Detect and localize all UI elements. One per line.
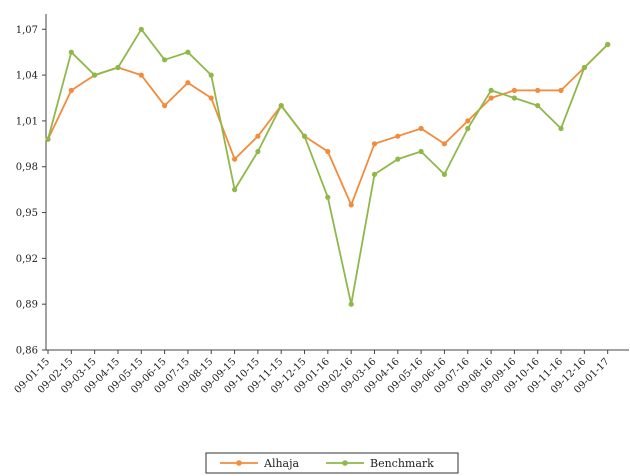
- data-point: [348, 202, 354, 208]
- data-point: [441, 171, 447, 177]
- data-point: [511, 87, 517, 93]
- data-point: [232, 156, 238, 162]
- y-tick-label: 1,01: [16, 116, 38, 127]
- data-point: [348, 301, 354, 307]
- series-alhaja: [45, 41, 611, 208]
- data-point: [395, 156, 401, 162]
- y-tick-label: 1,04: [16, 71, 38, 82]
- data-point: [68, 87, 74, 93]
- y-tick-label: 0,86: [16, 346, 38, 357]
- series-line: [47, 28, 609, 306]
- data-point: [45, 136, 51, 142]
- data-point: [371, 141, 378, 147]
- data-point: [488, 95, 494, 101]
- chart-legend: Alhaja Benchmark: [205, 452, 459, 474]
- data-point: [162, 57, 168, 63]
- data-point: [138, 26, 144, 32]
- data-point: [325, 194, 331, 200]
- data-point: [162, 103, 168, 109]
- data-point: [418, 125, 424, 132]
- data-point: [278, 103, 284, 109]
- legend-label: Benchmark: [370, 457, 434, 470]
- series-benchmark: [45, 26, 611, 307]
- data-point: [605, 41, 611, 48]
- series-line: [47, 43, 609, 206]
- data-point: [301, 133, 308, 139]
- chart-series: [45, 26, 611, 307]
- y-tick-label: 0,89: [16, 300, 38, 311]
- data-point: [511, 95, 517, 101]
- data-point: [465, 118, 471, 124]
- y-tick-label: 0,92: [16, 254, 38, 265]
- data-point: [232, 187, 238, 193]
- data-point: [581, 64, 588, 71]
- y-tick-label: 0,95: [16, 208, 38, 219]
- data-point: [185, 80, 191, 86]
- data-point: [418, 148, 424, 155]
- y-tick-label: 1,07: [16, 25, 38, 36]
- data-point: [535, 87, 541, 93]
- legend-label: Alhaja: [263, 457, 300, 470]
- data-point: [92, 72, 98, 78]
- legend-swatch-marker: [342, 460, 348, 466]
- data-point: [558, 125, 564, 132]
- data-point: [255, 148, 261, 155]
- y-tick-label: 0,98: [16, 162, 38, 173]
- data-point: [371, 171, 378, 177]
- legend-swatch-marker: [236, 460, 242, 466]
- data-point: [185, 49, 191, 55]
- data-point: [325, 148, 331, 155]
- data-point: [208, 95, 214, 101]
- data-point: [395, 133, 401, 139]
- data-point: [558, 87, 564, 93]
- data-point: [441, 141, 447, 147]
- data-point: [488, 87, 494, 93]
- data-point: [138, 72, 144, 78]
- data-point: [465, 125, 471, 132]
- data-point: [535, 103, 541, 109]
- data-point: [68, 49, 74, 55]
- data-point: [208, 72, 214, 78]
- data-point: [115, 64, 121, 71]
- data-point: [255, 133, 261, 139]
